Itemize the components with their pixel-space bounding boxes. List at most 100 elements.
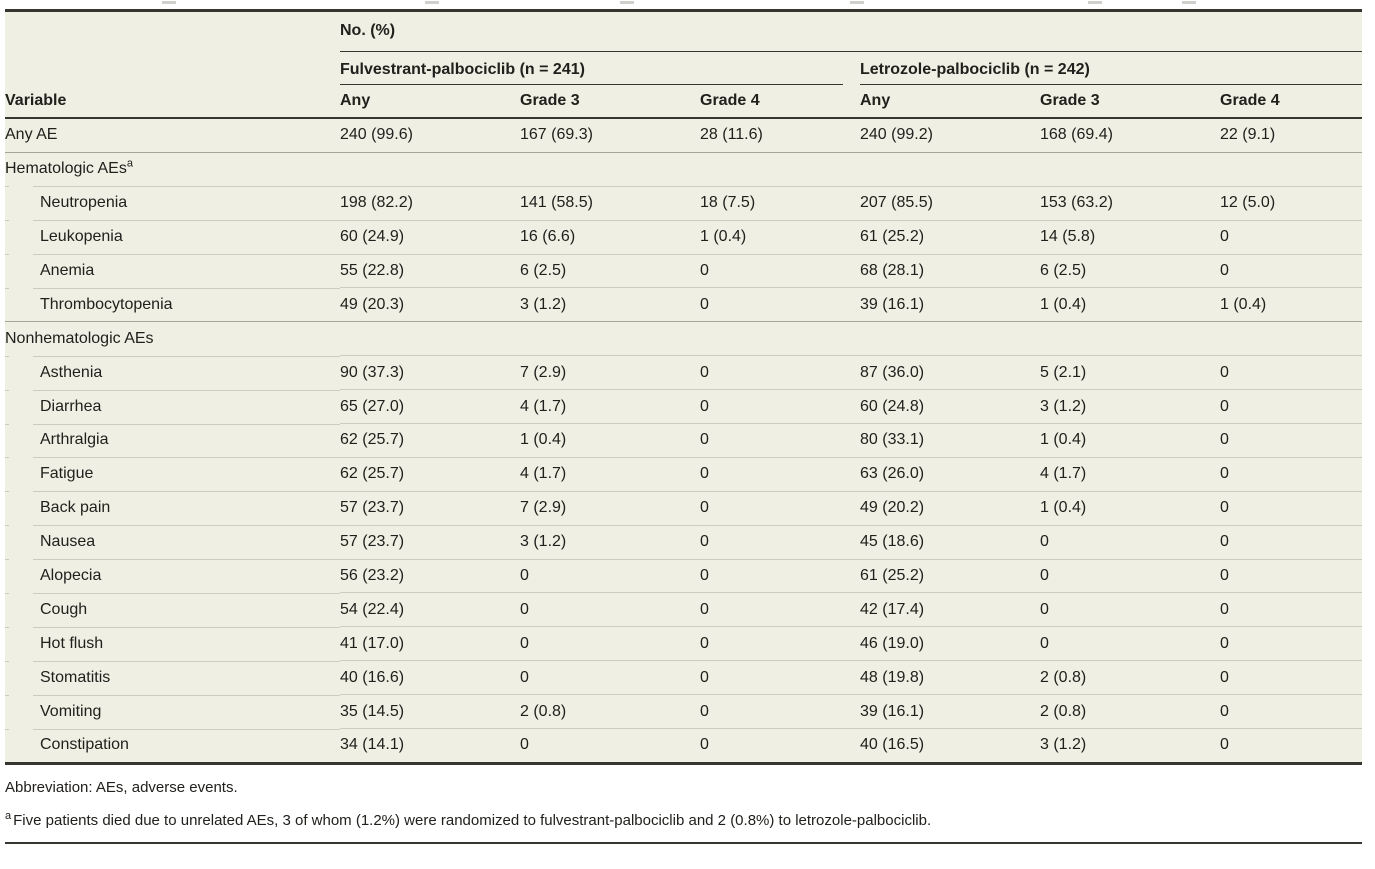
cell-value: 68 (28.1)	[860, 253, 1040, 288]
cell-value: 1 (0.4)	[1040, 423, 1220, 458]
table-row: Any AE 240 (99.6) 167 (69.3) 28 (11.6) 240 (…	[5, 118, 1362, 152]
cell-value: 0	[1040, 592, 1220, 627]
footnote-a-text: Five patients died due to unrelated AEs,…	[13, 811, 932, 829]
column-header-row: Variable Any Grade 3 Grade 4 Any Grade 3…	[5, 85, 1363, 119]
cell-value: 0	[1220, 592, 1363, 627]
row-label: Arthralgia	[5, 423, 340, 458]
row-label: Cough	[5, 592, 340, 627]
table-row: Neutropenia 198 (82.2) 141 (58.5) 18 (7.5) 2…	[5, 185, 1363, 221]
cell-value: 240 (99.6)	[340, 126, 413, 144]
cell-value: 40 (16.6)	[340, 660, 520, 695]
cell-value: 4 (1.7)	[520, 456, 700, 492]
cell-value: 0	[700, 389, 860, 424]
row-label: Any AE	[5, 126, 58, 144]
adverse-events-table: No. (%) Fulvestrant-palbociclib (n = 241…	[5, 9, 1363, 844]
row-label: Leukopenia	[5, 220, 340, 255]
footnote-a: a Five patients died due to unrelated AEs…	[5, 810, 1362, 829]
table-row: Constipation 34 (14.1) 0 0 40 (16.5) 3 (1.2) 0	[5, 728, 1363, 762]
table-row: Leukopenia 60 (24.9) 16 (6.6) 1 (0.4) 61 (25…	[5, 219, 1363, 255]
cell-value: 0	[520, 660, 700, 695]
cell-value: 7 (2.9)	[520, 355, 700, 390]
row-label: Fatigue	[5, 457, 340, 492]
cell-value: 5 (2.1)	[1040, 355, 1220, 390]
cell-value: 1 (0.4)	[520, 423, 700, 458]
cell-value: 198 (82.2)	[340, 185, 520, 221]
row-label: Hot flush	[5, 626, 340, 661]
cell-value: 167 (69.3)	[520, 126, 593, 144]
cell-value: 54 (22.4)	[340, 592, 520, 627]
cell-value: 62 (25.7)	[340, 456, 520, 492]
cell-value: 18 (7.5)	[700, 185, 860, 221]
table-top-rule	[5, 9, 1362, 12]
table-row: Diarrhea 65 (27.0) 4 (1.7) 0 60 (24.8) 3 (1.2…	[5, 389, 1363, 424]
row-label: Back pain	[5, 491, 340, 526]
cell-value: 0	[1220, 524, 1363, 560]
cell-value: 39 (16.1)	[860, 694, 1040, 729]
cell-value: 0	[1040, 524, 1220, 560]
table-row: Vomiting 35 (14.5) 2 (0.8) 0 39 (16.1) 2 (0.8…	[5, 694, 1363, 729]
cell-value: 0	[1220, 423, 1363, 458]
group-header-letrozole: Letrozole-palbociclib (n = 242)	[860, 61, 1363, 85]
cell-value: 0	[700, 355, 860, 390]
cell-value: 34 (14.1)	[340, 728, 520, 762]
table-row: Thrombocytopenia 49 (20.3) 3 (1.2) 0 39 (16.…	[5, 287, 1363, 322]
cell-value: 0	[700, 558, 860, 593]
abbreviation-note: Abbreviation: AEs, adverse events.	[5, 778, 238, 796]
spanner-row: No. (%)	[5, 12, 1363, 52]
cell-value: 55 (22.8)	[340, 253, 520, 288]
table-row: Alopecia 56 (23.2) 0 0 61 (25.2) 0 0	[5, 558, 1363, 593]
group-cell-fulvestrant: Fulvestrant-palbociclib (n = 241)	[340, 51, 860, 85]
column-header-grade3-1: Grade 3	[520, 85, 700, 119]
cell-value: 65 (27.0)	[340, 389, 520, 424]
column-header-variable: Variable	[5, 85, 340, 119]
data-table: No. (%) Fulvestrant-palbociclib (n = 241…	[5, 12, 1363, 762]
table-row: Fatigue 62 (25.7) 4 (1.7) 0 63 (26.0) 4 (1.7)…	[5, 456, 1363, 492]
cell-value: 49 (20.2)	[860, 490, 1040, 526]
table-row: Nonhematologic AEs	[5, 321, 1363, 356]
cell-value: 6 (2.5)	[1040, 253, 1220, 288]
row-label: Nausea	[5, 525, 340, 560]
cell-value: 1 (0.4)	[1220, 287, 1363, 322]
cell-value: 2 (0.8)	[1040, 694, 1220, 729]
column-header-any-2: Any	[860, 85, 1040, 119]
cell-value: 0	[1220, 219, 1363, 255]
cell-value: 6 (2.5)	[520, 253, 700, 288]
row-label: Anemia	[5, 254, 340, 288]
cell-value: 0	[1220, 355, 1363, 390]
cell-value: 0	[700, 728, 860, 762]
row-label: Constipation	[5, 728, 340, 762]
cell-value: 0	[700, 626, 860, 661]
row-label: Alopecia	[5, 559, 340, 593]
cell-value: 3 (1.2)	[520, 287, 700, 322]
row-label: Vomiting	[5, 694, 340, 729]
cell-value: 153 (63.2)	[1040, 185, 1220, 221]
cell-value: 3 (1.2)	[1040, 728, 1220, 762]
cell-value: 0	[700, 287, 860, 322]
cell-value: 4 (1.7)	[1040, 456, 1220, 492]
spanner-label: No. (%)	[340, 22, 396, 40]
cell-value: 2 (0.8)	[520, 694, 700, 729]
table-row: Nausea 57 (23.7) 3 (1.2) 0 45 (18.6) 0 0	[5, 524, 1363, 560]
cell-value: 0	[700, 524, 860, 560]
cell-value: 0	[1220, 389, 1363, 424]
cell-value: 0	[520, 558, 700, 593]
cell-value: 0	[1220, 456, 1363, 492]
cell-value: 45 (18.6)	[860, 524, 1040, 560]
cell-value: 0	[520, 728, 700, 762]
cell-value: 0	[520, 626, 700, 661]
cell-value: 3 (1.2)	[520, 524, 700, 560]
cell-value: 57 (23.7)	[340, 490, 520, 526]
cell-value: 42 (17.4)	[860, 592, 1040, 627]
cell-value: 40 (16.5)	[860, 728, 1040, 762]
section-header: Nonhematologic AEs	[5, 321, 1363, 356]
cell-value: 0	[700, 490, 860, 526]
table-row: Cough 54 (22.4) 0 0 42 (17.4) 0 0	[5, 592, 1363, 627]
cell-value: 0	[700, 660, 860, 695]
cell-value: 35 (14.5)	[340, 694, 520, 729]
cell-value: 0	[1220, 728, 1363, 762]
cell-value: 62 (25.7)	[340, 423, 520, 458]
cell-value: 0	[1220, 660, 1363, 695]
cell-value: 61 (25.2)	[860, 219, 1040, 255]
cell-value: 0	[700, 592, 860, 627]
cell-value: 16 (6.6)	[520, 219, 700, 255]
